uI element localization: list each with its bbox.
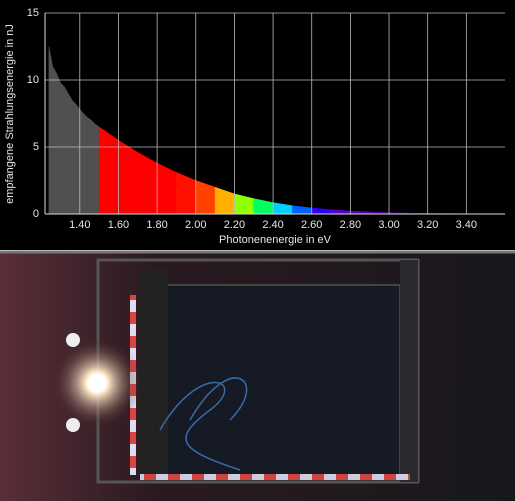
area-slice	[49, 47, 53, 215]
x-tick-label: 1.40	[69, 219, 90, 231]
y-tick-label: 15	[27, 7, 39, 19]
screen: 0 5 10 15 1.40 1.60 1.80 2.00 2.20 2.40 2.60 2.80 3.…	[0, 0, 515, 501]
area-slice	[53, 67, 57, 214]
area-slice	[99, 127, 118, 214]
y-tick-label: 5	[33, 141, 39, 153]
area-slice	[57, 73, 61, 214]
area-slice	[80, 109, 84, 214]
y-axis-label: empfangene Strahlungsenergie in nJ	[4, 24, 16, 204]
area-slice	[68, 93, 72, 214]
area-slice	[118, 140, 137, 214]
area-slice	[95, 124, 99, 214]
x-tick-label: 1.60	[108, 219, 129, 231]
area-slice	[91, 120, 95, 214]
photo	[0, 252, 515, 501]
x-tick-label: 2.40	[262, 219, 283, 231]
x-tick-label: 2.80	[340, 219, 361, 231]
x-tick-label: 1.80	[146, 219, 167, 231]
x-tick-label: 3.40	[456, 219, 477, 231]
area-slice	[84, 114, 88, 215]
area-slice	[76, 104, 80, 214]
page: 0 5 10 15 1.40 1.60 1.80 2.00 2.20 2.40 2.60 2.80 3.…	[0, 0, 515, 501]
x-tick-label: 2.60	[301, 219, 322, 231]
x-tick-label: 2.20	[224, 219, 245, 231]
x-tick-label: 3.20	[417, 219, 438, 231]
area-slice	[88, 118, 92, 214]
x-axis-label: Photonenenergie in eV	[219, 234, 332, 246]
area-slice	[64, 87, 68, 214]
area-slice	[138, 152, 157, 214]
x-tick-label: 2.00	[185, 219, 206, 231]
x-tick-label: 3.00	[378, 219, 399, 231]
y-tick-label: 10	[27, 74, 39, 86]
area-slice	[72, 100, 76, 214]
area-slice	[60, 83, 64, 214]
y-tick-label: 0	[33, 208, 39, 220]
